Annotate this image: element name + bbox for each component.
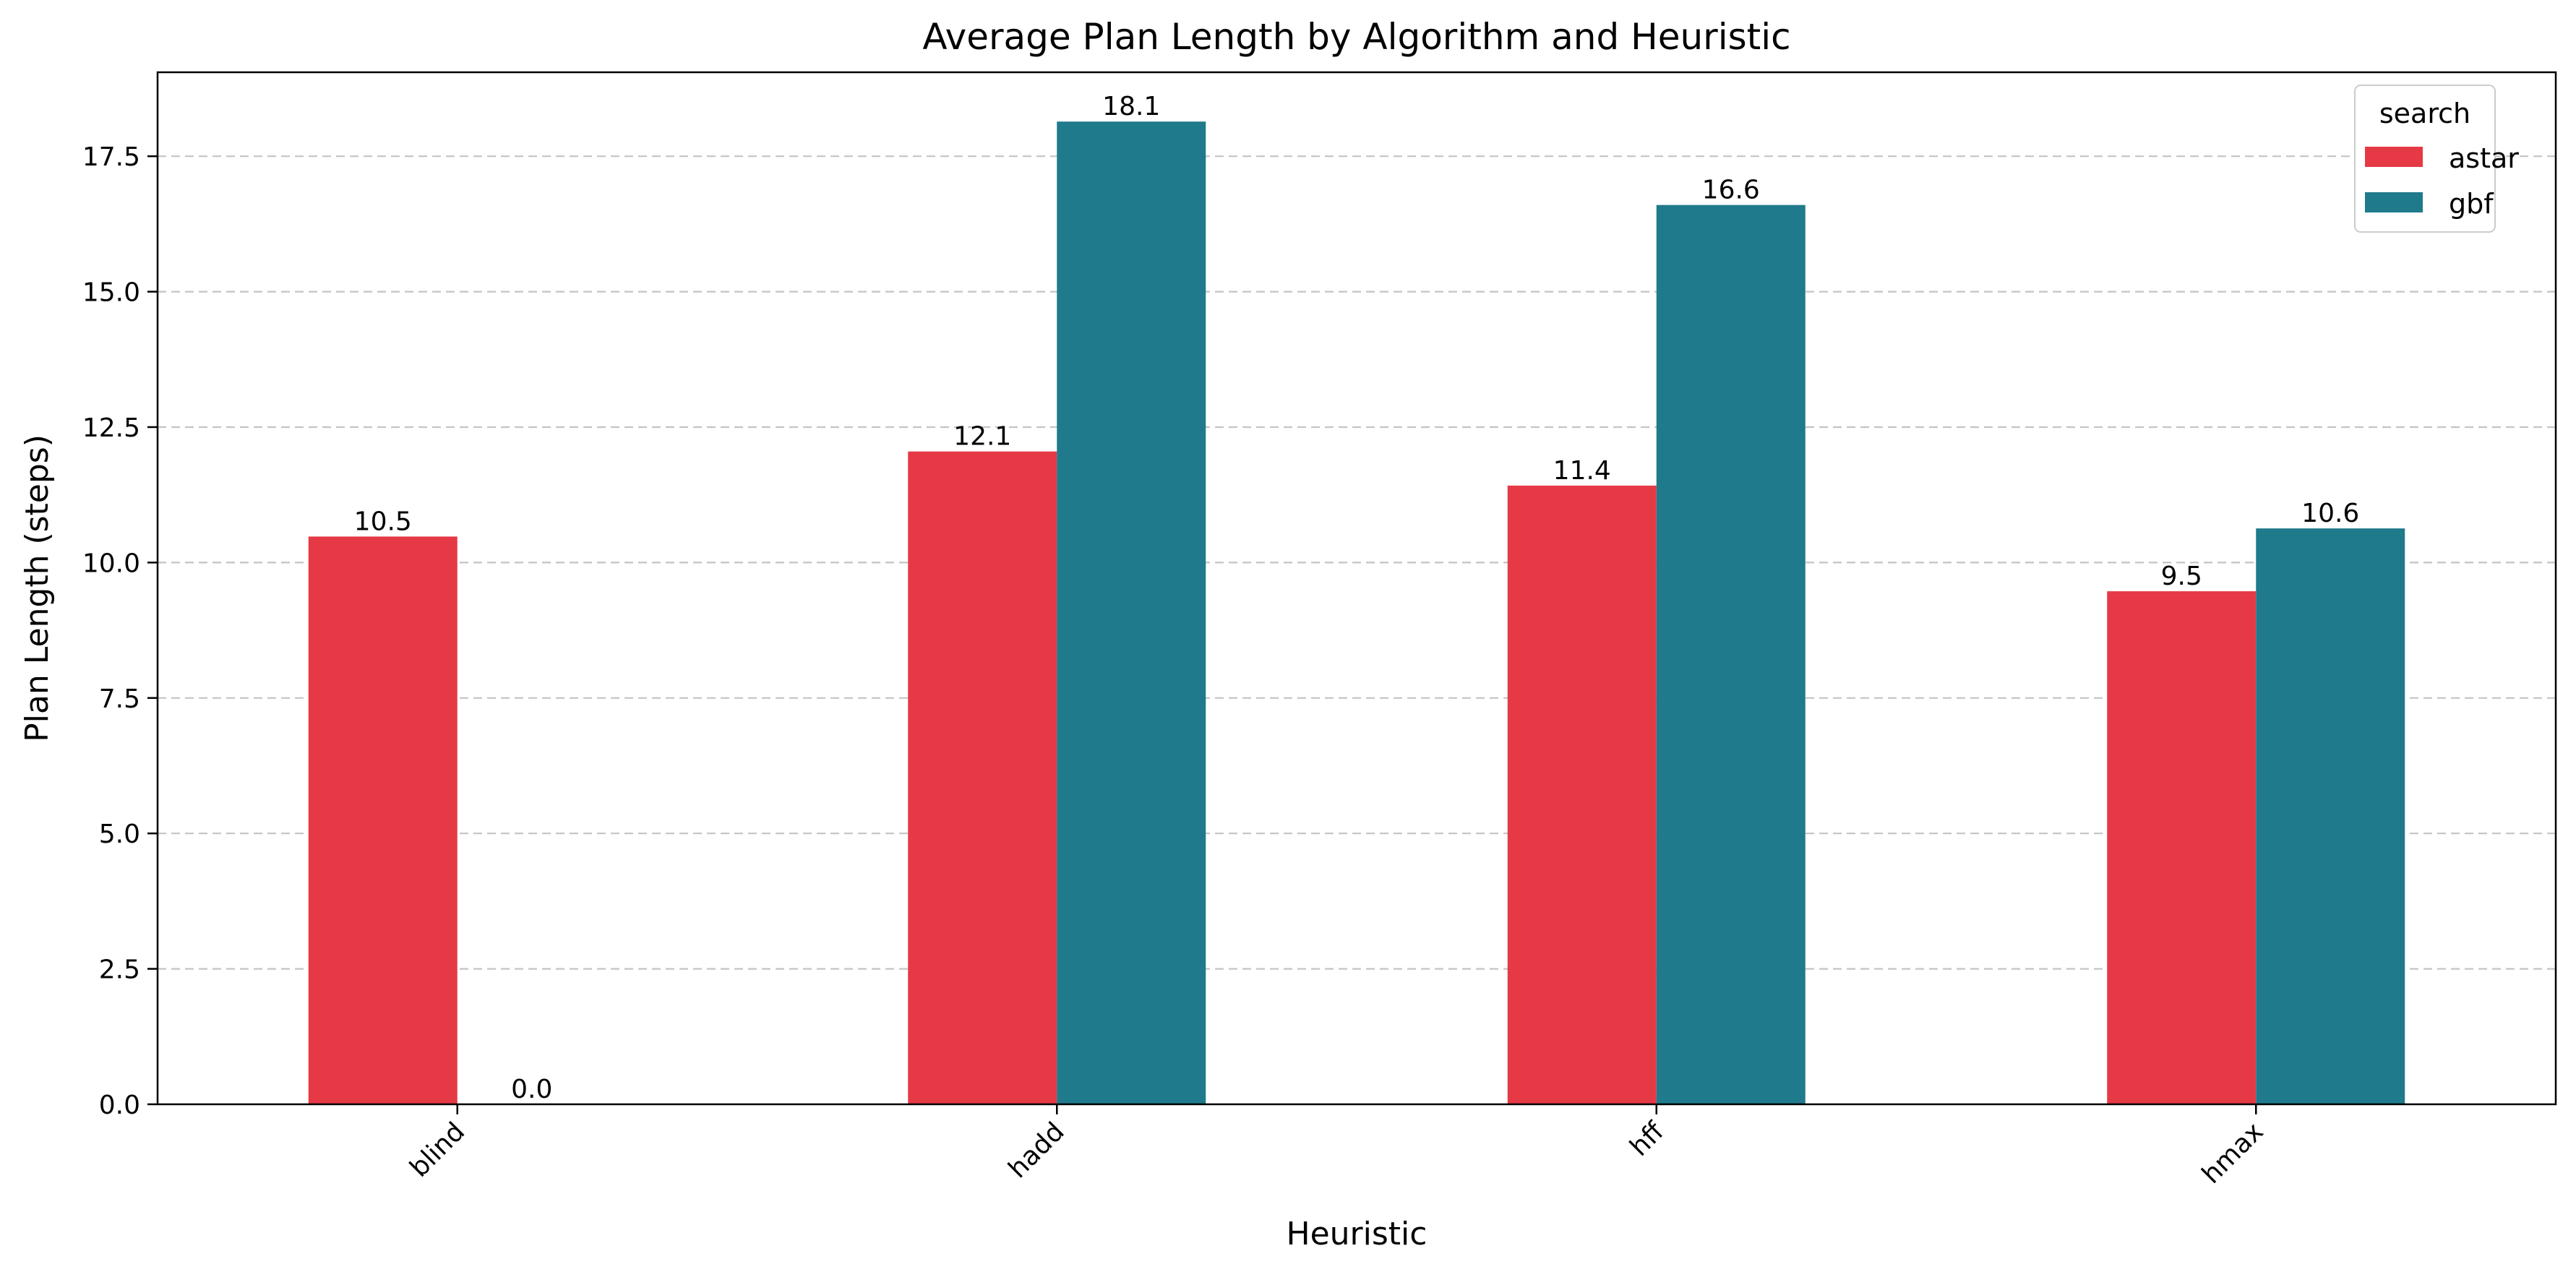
legend-swatch-astar [2365, 147, 2423, 167]
y-tick-label: 15.0 [82, 278, 140, 308]
y-axis: 0.0 2.5 5.0 7.5 10.0 12.5 15.0 17.5 [82, 142, 158, 1120]
plot-frame [156, 71, 2557, 1106]
legend-swatch-gbf [2365, 192, 2423, 212]
data-label-astar-hmax: 9.5 [2161, 562, 2202, 591]
legend-entry-gbf: gbf [2449, 188, 2494, 220]
data-label-astar-blind: 10.5 [354, 507, 412, 536]
data-label-gbf-blind: 0.0 [511, 1075, 552, 1104]
y-axis-label: Plan Length (steps) [19, 434, 56, 742]
bar-astar-hadd [908, 451, 1057, 1104]
bar-layer [308, 121, 2405, 1105]
y-tick-label: 7.5 [99, 684, 140, 714]
data-labels: 10.5 0.0 12.1 18.1 11.4 16.6 9.5 10.6 [354, 92, 2360, 1104]
y-tick-label: 17.5 [82, 142, 140, 172]
data-label-astar-hadd: 12.1 [953, 422, 1011, 452]
data-label-gbf-hmax: 10.6 [2301, 499, 2359, 528]
legend: search astar gbf [2354, 85, 2519, 233]
y-tick-label: 2.5 [99, 955, 140, 985]
data-label-gbf-hadd: 18.1 [1102, 92, 1160, 121]
bar-gbf-hff [1656, 205, 1806, 1104]
legend-title: search [2379, 98, 2470, 129]
bar-astar-hmax [2107, 591, 2257, 1104]
data-label-gbf-hff: 16.6 [1702, 176, 1760, 205]
data-label-astar-hff: 11.4 [1553, 456, 1611, 486]
bar-astar-hff [1507, 485, 1657, 1104]
chart-title: Average Plan Length by Algorithm and Heu… [922, 16, 1790, 58]
x-axis-label: Heuristic [1287, 1216, 1427, 1252]
bar-astar-blind [308, 536, 458, 1104]
y-tick-label: 5.0 [99, 820, 140, 849]
grid-layer [158, 155, 2556, 970]
bar-gbf-hmax [2256, 528, 2405, 1104]
legend-entry-astar: astar [2449, 142, 2519, 174]
bar-gbf-hadd [1057, 121, 1206, 1105]
y-tick-label: 0.0 [99, 1091, 140, 1120]
y-tick-label: 12.5 [82, 413, 140, 443]
y-tick-label: 10.0 [82, 549, 140, 578]
